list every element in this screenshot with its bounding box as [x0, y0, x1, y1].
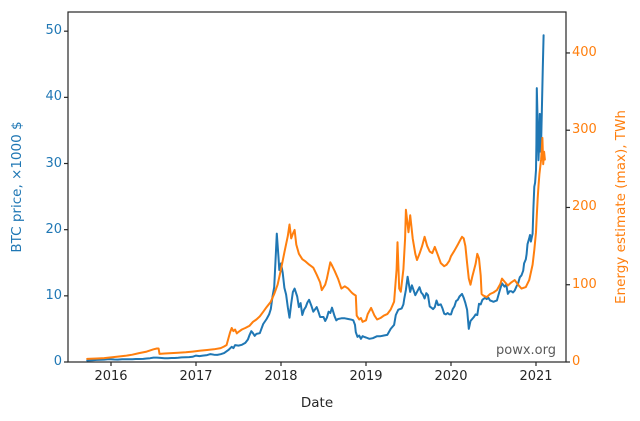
series-lines — [86, 34, 546, 362]
y-right-tick-label: 0 — [572, 354, 581, 369]
y-left-tick-label: 40 — [45, 89, 62, 105]
x-axis-label: Date — [300, 395, 334, 411]
y-right-tick-label: 400 — [572, 44, 597, 60]
y-right-tick-label: 200 — [572, 199, 597, 215]
x-tick-label: 2017 — [179, 369, 213, 384]
y-right-tick-label: 300 — [572, 122, 597, 138]
plot-border — [67, 11, 567, 363]
y-left-tick-label: 50 — [45, 23, 62, 39]
y-right-axis-label: Energy estimate (max), TWh — [613, 110, 629, 304]
y-left-tick-label: 30 — [45, 155, 62, 171]
y-right-tick-label: 100 — [572, 276, 597, 292]
x-tick-label: 2021 — [519, 369, 553, 384]
y-left-tick-label: 0 — [53, 354, 62, 369]
x-tick-label: 2020 — [434, 369, 468, 384]
tick-marks — [64, 30, 570, 366]
watermark-text: powx.org — [496, 343, 556, 358]
energy-estimate-line — [86, 136, 546, 360]
y-left-axis-label: BTC price, ×1000 $ — [9, 121, 25, 253]
x-tick-label: 2018 — [264, 369, 298, 384]
y-left-tick-label: 10 — [45, 287, 62, 303]
x-tick-label: 2016 — [94, 369, 128, 384]
btc-price-line — [86, 34, 545, 362]
x-tick-label: 2019 — [349, 369, 383, 384]
y-left-tick-label: 20 — [45, 221, 62, 237]
